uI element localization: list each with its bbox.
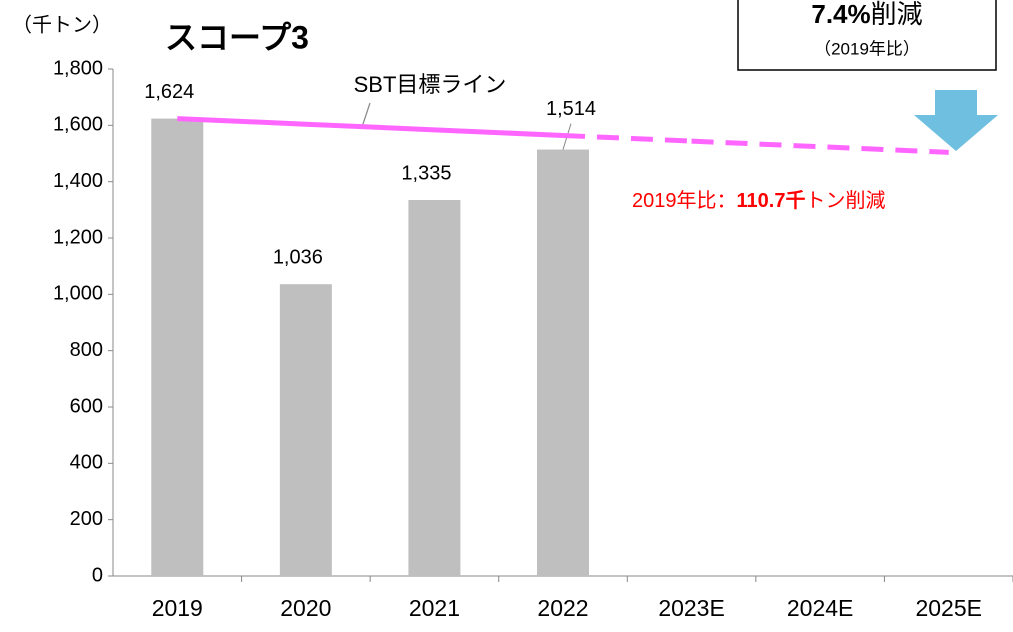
- bar: [408, 199, 461, 576]
- y-tick-label: 1,400: [53, 170, 103, 192]
- bar: [537, 149, 589, 576]
- reduction-note: 2019年比：110.7千トン削減: [632, 189, 885, 212]
- target-line-solid: [177, 116, 564, 138]
- chart-title: スコープ3: [165, 19, 309, 55]
- y-tick-label: 1,200: [53, 226, 103, 248]
- x-tick-label: 2020: [280, 595, 331, 621]
- x-tick-label: 2025E: [915, 595, 982, 621]
- y-tick-label: 1,800: [53, 57, 103, 79]
- x-tick-label: 2023E: [658, 595, 725, 621]
- target-label: SBT目標ライン: [354, 72, 507, 97]
- note-suffix: トン削減: [805, 189, 885, 212]
- target-line-dashed: [691, 138, 949, 155]
- reduction-box: [737, 0, 997, 71]
- target-line-join: [562, 132, 692, 144]
- reduction-sub: （2019年比）: [814, 39, 920, 58]
- reduction-percent: 7.4%: [811, 0, 870, 29]
- y-tick-label: 800: [70, 339, 103, 361]
- note-prefix: 2019年比：: [632, 189, 737, 212]
- bar: [151, 118, 204, 576]
- y-tick-label: 1,000: [53, 283, 103, 305]
- y-tick-label: 1,600: [53, 114, 103, 136]
- note-amount: 110.7千: [737, 189, 806, 212]
- bar: [279, 284, 332, 576]
- y-tick-label: 400: [70, 452, 103, 474]
- value-label: 1,335: [401, 162, 451, 184]
- reduction-headline: 7.4%削減: [811, 0, 922, 29]
- x-tick-label: 2024E: [787, 595, 854, 621]
- reduction-word: 削減: [871, 0, 923, 29]
- value-label: 1,036: [273, 246, 323, 268]
- y-tick-label: 600: [70, 395, 103, 417]
- y-tick-label: 200: [70, 508, 103, 530]
- target-leader: [361, 102, 371, 128]
- x-tick-label: 2021: [409, 595, 460, 621]
- x-tick-label: 2022: [537, 595, 588, 621]
- value-label: 1,514: [546, 98, 596, 120]
- y-tick-label: 0: [92, 564, 103, 586]
- down-arrow: [914, 90, 998, 151]
- x-tick-label: 2019: [152, 595, 203, 621]
- value-label: 1,624: [144, 81, 194, 103]
- unit-label: （千トン）: [12, 13, 112, 36]
